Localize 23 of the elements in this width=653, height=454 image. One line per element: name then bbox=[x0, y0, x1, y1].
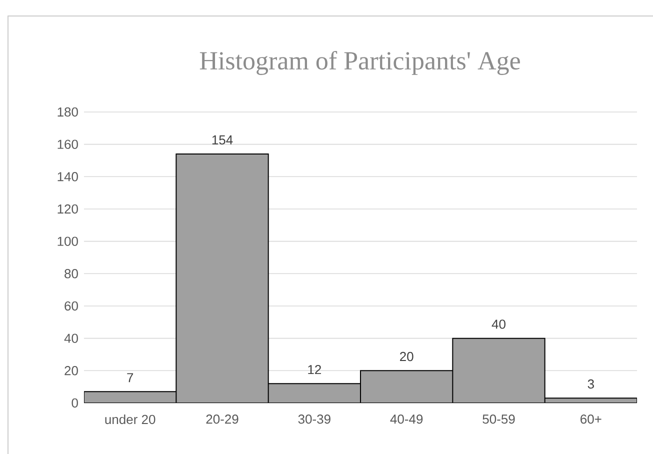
data-label: 40 bbox=[492, 320, 506, 329]
data-label: 12 bbox=[308, 364, 321, 374]
y-tick-label: 0 bbox=[72, 398, 78, 408]
x-tick-label: 40-49 bbox=[390, 414, 423, 424]
y-tick-label: 40 bbox=[64, 334, 78, 343]
x-tick-label: under 20 bbox=[105, 414, 156, 424]
y-tick-label: 60 bbox=[64, 301, 78, 311]
x-tick-label: 20-29 bbox=[206, 414, 238, 424]
y-tick-label: 160 bbox=[58, 140, 78, 149]
y-tick-label: 140 bbox=[58, 172, 78, 182]
data-label: 7 bbox=[127, 373, 134, 382]
chart-title: Histogram of Participants' Age bbox=[200, 51, 520, 75]
y-tick-label: 120 bbox=[58, 204, 78, 214]
y-tick-label: 180 bbox=[58, 107, 78, 117]
data-label: 3 bbox=[588, 379, 594, 389]
data-label: 154 bbox=[212, 135, 233, 144]
y-tick-label: 100 bbox=[58, 236, 78, 246]
data-label: 20 bbox=[400, 352, 414, 362]
y-tick-label: 20 bbox=[64, 366, 78, 376]
x-tick-label: 60+ bbox=[580, 414, 602, 424]
y-tick-label: 80 bbox=[64, 269, 78, 278]
x-tick-label: 50-59 bbox=[482, 414, 515, 424]
x-tick-label: 30-39 bbox=[298, 414, 330, 424]
